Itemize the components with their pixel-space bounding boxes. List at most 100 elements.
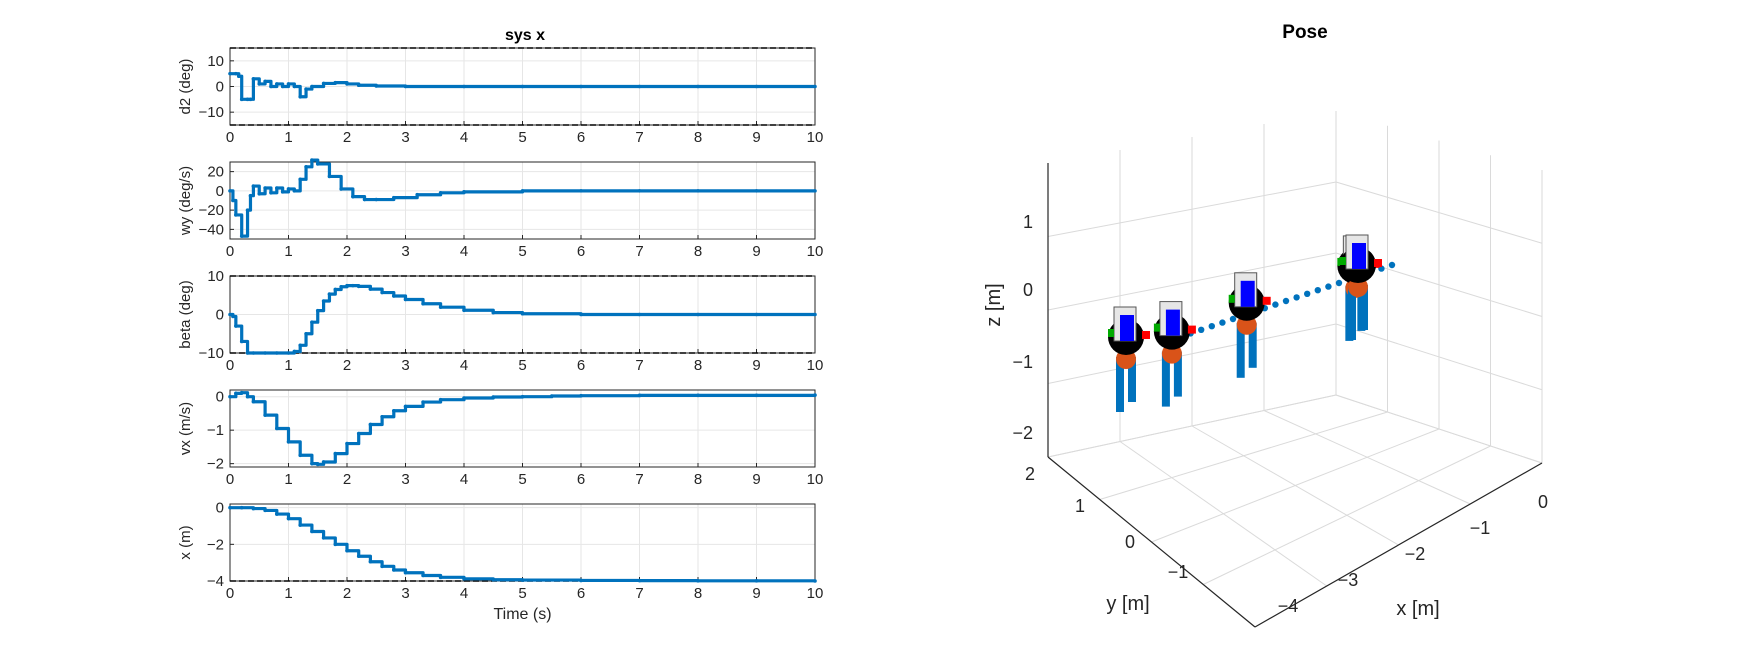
x-tick-label: 4 <box>460 357 468 374</box>
data-point <box>754 312 759 317</box>
data-point <box>310 158 314 162</box>
data-point <box>438 575 443 580</box>
z-axis-label: z [m] <box>983 283 1005 326</box>
data-point <box>245 351 250 355</box>
data-point <box>637 312 642 317</box>
x-tick-label: 0 <box>1538 492 1548 512</box>
data-point <box>351 283 355 288</box>
data-point <box>234 213 238 217</box>
y-tick-label: 0 <box>1125 532 1135 552</box>
y-tick-label: 0 <box>216 183 224 200</box>
data-point <box>392 408 396 413</box>
x-tick-label: 5 <box>518 243 526 260</box>
robot-leg <box>1173 351 1182 397</box>
y-tick-label: −4 <box>207 573 224 590</box>
x-tick-label: 3 <box>401 243 409 260</box>
y-tick-label: −10 <box>199 345 224 362</box>
data-point <box>421 573 425 578</box>
x-tick-label: 1 <box>284 471 292 488</box>
x-tick-label: 4 <box>460 471 468 488</box>
z-tick-label: −1 <box>1012 352 1033 372</box>
y-tick-label: 0 <box>216 79 224 96</box>
x-tick-label: 4 <box>460 585 468 602</box>
x-tick-label: 1 <box>284 357 292 374</box>
data-point <box>263 351 267 355</box>
x-tick-label: 10 <box>807 471 824 488</box>
data-point <box>310 461 314 466</box>
data-point <box>231 314 235 319</box>
x-tick-label: 9 <box>752 243 760 260</box>
x-tick-label: 6 <box>577 585 585 602</box>
y-tick-label: 2 <box>1025 464 1035 484</box>
data-point <box>462 577 466 581</box>
data-point <box>245 97 250 102</box>
trajectory-point <box>1229 315 1237 323</box>
data-point <box>292 84 297 89</box>
data-point <box>228 394 232 399</box>
data-point <box>579 312 583 317</box>
data-point <box>263 79 267 84</box>
data-point <box>275 351 279 355</box>
data-point <box>251 399 256 404</box>
data-point <box>280 84 285 89</box>
data-point <box>362 197 367 202</box>
data-point <box>637 84 642 89</box>
data-point <box>310 529 314 534</box>
robot-axis-marker <box>1142 331 1150 339</box>
data-point <box>298 523 303 527</box>
data-point <box>491 577 496 582</box>
data-point <box>462 190 466 194</box>
data-point <box>239 339 244 344</box>
x-tick-label: 8 <box>694 129 702 146</box>
x-tick-label: −2 <box>1405 544 1426 564</box>
data-point <box>304 165 308 169</box>
data-point <box>345 283 349 288</box>
data-point <box>696 189 700 193</box>
data-point <box>275 426 279 431</box>
grid-line-3d <box>1335 394 1543 464</box>
robot-axis-marker <box>1187 325 1196 334</box>
x-tick-label: 1 <box>284 129 292 146</box>
data-point <box>239 505 244 510</box>
data-point <box>234 71 238 76</box>
data-point <box>333 542 338 547</box>
grid-line-3d <box>1263 410 1471 505</box>
robot-frame <box>1240 280 1255 307</box>
data-point <box>462 84 466 89</box>
data-point <box>333 287 338 292</box>
data-point <box>374 197 379 202</box>
data-point <box>368 287 373 291</box>
data-point <box>228 189 232 193</box>
x-tick-label: 0 <box>226 471 234 488</box>
data-point <box>579 189 583 193</box>
data-point <box>269 84 273 89</box>
data-point <box>298 453 303 458</box>
pose-ticks: −2 −1 0 1 −1 0 1 2 −4 −3 −2 −1 0 <box>1012 212 1548 616</box>
data-point <box>239 390 244 395</box>
x-tick-label: 3 <box>401 471 409 488</box>
data-point <box>380 290 384 295</box>
data-point <box>327 292 332 296</box>
x-tick-label: 2 <box>343 129 351 146</box>
grid-line-3d <box>1047 181 1337 237</box>
data-point <box>315 162 320 166</box>
data-point <box>579 84 583 89</box>
data-point <box>251 77 256 81</box>
data-point <box>462 396 466 400</box>
y-tick-label: −40 <box>199 221 224 238</box>
data-point <box>754 579 759 583</box>
x-tick-label: 2 <box>343 585 351 602</box>
robot-body <box>1153 301 1196 407</box>
x-tick-label: 3 <box>401 585 409 602</box>
trajectory-point <box>1219 319 1226 326</box>
data-point <box>286 82 291 86</box>
data-point <box>251 351 256 355</box>
data-point <box>257 191 262 196</box>
y-axis-label: y [m] <box>1106 593 1149 615</box>
data-point <box>292 349 297 354</box>
data-point <box>549 394 554 398</box>
data-point <box>696 312 700 317</box>
